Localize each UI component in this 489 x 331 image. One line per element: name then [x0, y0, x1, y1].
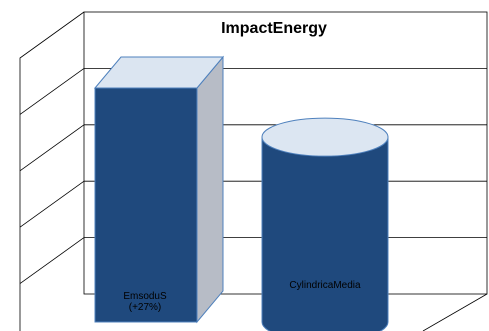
side-wall: [19, 11, 85, 331]
gridline-side: [19, 237, 85, 284]
gridline-side: [19, 124, 85, 172]
bar-cylindricamedia: [261, 136, 389, 331]
gridline-side: [19, 180, 85, 228]
cylinder-top: [261, 117, 389, 157]
chart-frame: [19, 11, 488, 331]
chart-marks: EmsoduS(+27%) CylindricaMedia: [93, 55, 389, 331]
bar-emsodus: [94, 87, 198, 323]
data-label: (+27%): [129, 302, 162, 313]
floor-edge: [422, 293, 488, 331]
data-label: EmsoduS: [123, 291, 167, 302]
gridline-side: [19, 68, 85, 115]
data-label: CylindricaMedia: [289, 280, 361, 291]
bar-side: [196, 55, 224, 324]
chart-title: ImpactEnergy: [221, 20, 327, 37]
